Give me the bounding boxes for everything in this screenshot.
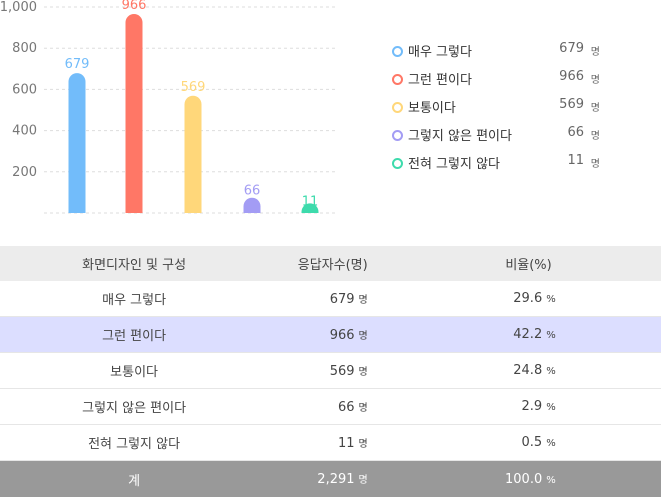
row-label: 보통이다	[0, 353, 268, 389]
table-header-row: 화면디자인 및 구성 응답자수(명) 비율(%)	[0, 246, 661, 281]
header-category: 화면디자인 및 구성	[0, 246, 268, 281]
row-label: 매우 그렇다	[0, 281, 268, 317]
bar	[244, 198, 261, 213]
total-label: 계	[0, 461, 268, 497]
legend-unit: 명	[591, 71, 600, 86]
legend-marker	[392, 158, 403, 169]
legend-unit: 명	[591, 127, 600, 142]
bar-chart: 1,000 800 600 400 200 679 966 569 66 11	[0, 0, 360, 230]
legend-label: 그렇지 않은 편이다	[408, 125, 512, 144]
row-ratio: 29.6%	[368, 281, 556, 317]
total-ratio: 100.0%	[368, 461, 556, 497]
bar	[185, 96, 202, 213]
legend-marker	[392, 46, 403, 57]
y-tick-label: 800	[12, 41, 37, 56]
header-count: 응답자수(명)	[268, 246, 368, 281]
bar	[69, 73, 86, 213]
legend-value: 679	[559, 41, 584, 56]
header-ratio: 비율(%)	[368, 246, 556, 281]
bar	[126, 14, 143, 213]
bar-value-label: 11	[302, 195, 319, 210]
legend-unit: 명	[591, 43, 600, 58]
legend-item-4: 전혀 그렇지 않다 11 명	[392, 152, 612, 180]
legend-value: 569	[559, 97, 584, 112]
bar-value-label: 569	[181, 80, 206, 95]
legend-marker	[392, 130, 403, 141]
row-ratio: 24.8%	[368, 353, 556, 389]
legend-unit: 명	[591, 155, 600, 170]
y-tick-label: 1,000	[0, 0, 37, 15]
legend-value: 66	[567, 125, 584, 140]
legend-item-0: 매우 그렇다 679 명	[392, 40, 612, 68]
legend-value: 966	[559, 69, 584, 84]
y-tick-label: 400	[12, 124, 37, 139]
bar-value-label: 966	[122, 0, 147, 13]
legend-label: 전혀 그렇지 않다	[408, 153, 500, 172]
bar-value-label: 66	[244, 183, 261, 198]
legend-item-2: 보통이다 569 명	[392, 96, 612, 124]
legend-item-3: 그렇지 않은 편이다 66 명	[392, 124, 612, 152]
legend-marker	[392, 102, 403, 113]
chart-legend: 매우 그렇다 679 명 그런 편이다 966 명 보통이다 569 명 그렇지…	[392, 40, 612, 180]
legend-marker	[392, 74, 403, 85]
legend-label: 그런 편이다	[408, 69, 472, 88]
row-ratio: 0.5%	[368, 425, 556, 461]
y-tick-label: 600	[12, 82, 37, 97]
y-tick-label: 200	[12, 165, 37, 180]
legend-label: 보통이다	[408, 97, 456, 116]
row-label: 그렇지 않은 편이다	[0, 389, 268, 425]
row-label: 전혀 그렇지 않다	[0, 425, 268, 461]
bar-value-label: 679	[65, 57, 90, 72]
legend-unit: 명	[591, 99, 600, 114]
legend-item-1: 그런 편이다 966 명	[392, 68, 612, 96]
row-label: 그런 편이다	[0, 317, 268, 353]
legend-label: 매우 그렇다	[408, 41, 472, 60]
row-ratio: 42.2%	[368, 317, 556, 353]
row-ratio: 2.9%	[368, 389, 556, 425]
legend-value: 11	[567, 153, 584, 168]
